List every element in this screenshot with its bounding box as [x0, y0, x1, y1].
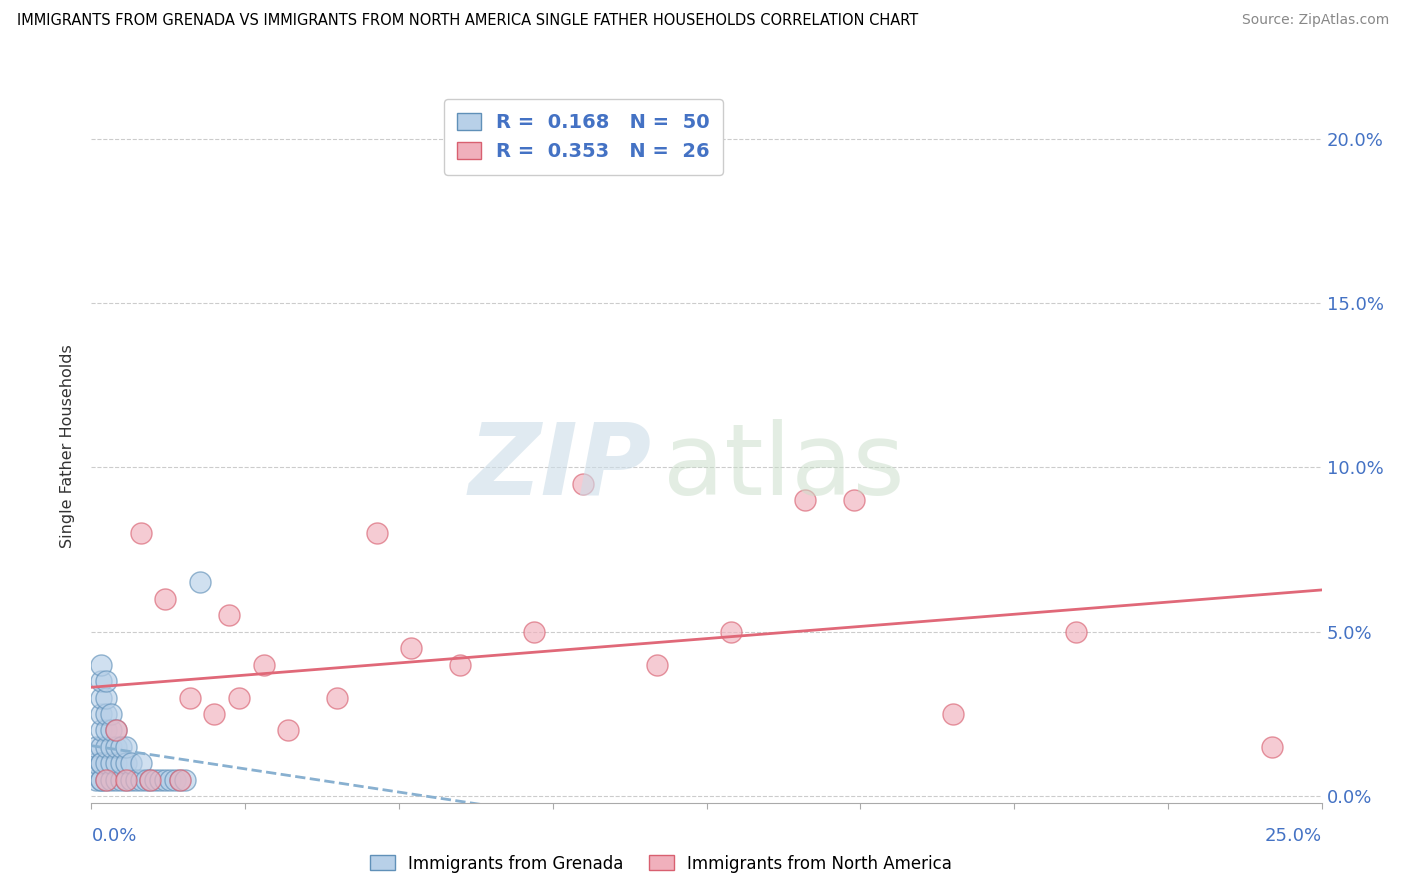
- Point: [90, 706, 112, 721]
- Point: [105, 723, 127, 738]
- Point: [105, 739, 127, 754]
- Point: [100, 739, 122, 754]
- Point: [277, 723, 299, 738]
- Point: [941, 706, 963, 721]
- Point: [169, 772, 191, 787]
- Point: [135, 772, 156, 787]
- Point: [253, 657, 276, 672]
- Point: [188, 575, 211, 590]
- Point: [96, 756, 117, 771]
- Point: [90, 756, 112, 771]
- Point: [366, 526, 388, 541]
- Point: [326, 690, 349, 705]
- Point: [90, 674, 112, 689]
- Point: [163, 772, 186, 787]
- Point: [720, 624, 742, 639]
- Point: [100, 706, 122, 721]
- Point: [110, 739, 132, 754]
- Point: [228, 690, 250, 705]
- Point: [86, 772, 108, 787]
- Point: [100, 756, 122, 771]
- Point: [96, 690, 117, 705]
- Point: [105, 723, 127, 738]
- Point: [96, 772, 117, 787]
- Point: [90, 690, 112, 705]
- Point: [90, 756, 112, 771]
- Text: 25.0%: 25.0%: [1264, 827, 1322, 845]
- Point: [1261, 739, 1284, 754]
- Point: [139, 772, 162, 787]
- Point: [90, 772, 112, 787]
- Point: [120, 756, 142, 771]
- Point: [1064, 624, 1087, 639]
- Point: [149, 772, 172, 787]
- Point: [114, 772, 138, 787]
- Point: [153, 591, 177, 606]
- Y-axis label: Single Father Households: Single Father Households: [60, 344, 76, 548]
- Point: [793, 493, 815, 508]
- Point: [110, 772, 132, 787]
- Point: [114, 739, 138, 754]
- Point: [449, 657, 471, 672]
- Point: [120, 772, 142, 787]
- Point: [105, 756, 127, 771]
- Point: [86, 756, 108, 771]
- Point: [90, 739, 112, 754]
- Point: [124, 772, 146, 787]
- Point: [153, 772, 177, 787]
- Point: [90, 657, 112, 672]
- Text: IMMIGRANTS FROM GRENADA VS IMMIGRANTS FROM NORTH AMERICA SINGLE FATHER HOUSEHOLD: IMMIGRANTS FROM GRENADA VS IMMIGRANTS FR…: [17, 13, 918, 29]
- Point: [100, 723, 122, 738]
- Text: 0.0%: 0.0%: [91, 827, 136, 845]
- Point: [145, 772, 166, 787]
- Point: [572, 476, 595, 491]
- Point: [179, 690, 201, 705]
- Point: [100, 772, 122, 787]
- Point: [114, 772, 138, 787]
- Point: [174, 772, 197, 787]
- Point: [105, 772, 127, 787]
- Point: [110, 756, 132, 771]
- Point: [86, 739, 108, 754]
- Text: atlas: atlas: [664, 419, 905, 516]
- Point: [139, 772, 162, 787]
- Point: [159, 772, 181, 787]
- Point: [169, 772, 191, 787]
- Point: [96, 674, 117, 689]
- Point: [96, 706, 117, 721]
- Point: [90, 772, 112, 787]
- Point: [114, 756, 138, 771]
- Text: Source: ZipAtlas.com: Source: ZipAtlas.com: [1241, 13, 1389, 28]
- Point: [96, 772, 117, 787]
- Point: [129, 526, 152, 541]
- Point: [523, 624, 546, 639]
- Point: [96, 723, 117, 738]
- Point: [645, 657, 669, 672]
- Legend: R =  0.168   N =  50, R =  0.353   N =  26: R = 0.168 N = 50, R = 0.353 N = 26: [444, 99, 723, 175]
- Point: [129, 756, 152, 771]
- Point: [218, 608, 240, 623]
- Point: [842, 493, 865, 508]
- Point: [202, 706, 225, 721]
- Legend: Immigrants from Grenada, Immigrants from North America: Immigrants from Grenada, Immigrants from…: [363, 848, 959, 880]
- Point: [96, 739, 117, 754]
- Point: [90, 723, 112, 738]
- Point: [399, 641, 422, 656]
- Point: [129, 772, 152, 787]
- Text: ZIP: ZIP: [468, 419, 651, 516]
